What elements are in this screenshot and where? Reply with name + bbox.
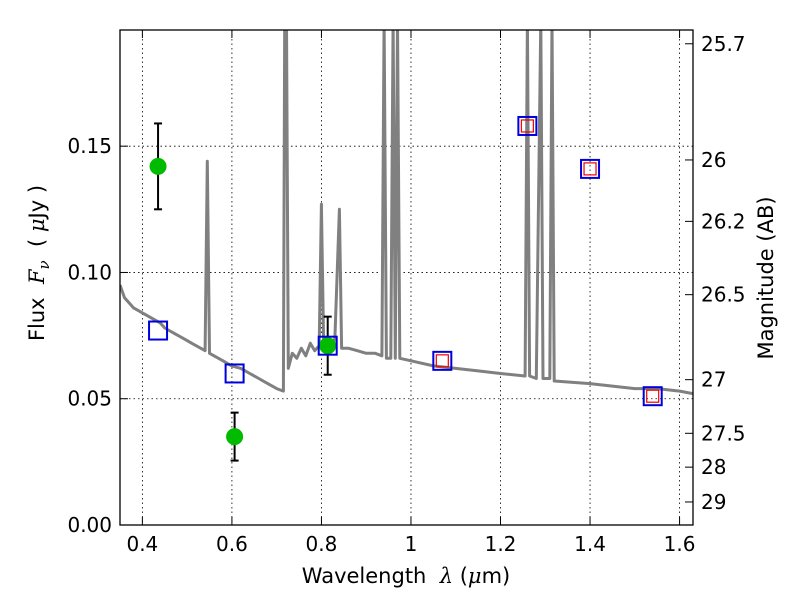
x-ticks: 0.4 0.6 0.8 1 1.2 1.4 1.6 xyxy=(126,30,695,556)
model-band-square xyxy=(517,115,538,136)
alt-band-square xyxy=(583,162,597,176)
x-tick-label: 1.6 xyxy=(664,532,696,556)
x-tick-label: 0.8 xyxy=(306,532,338,556)
alt-band-square xyxy=(646,389,660,403)
x-tick-label: 1.4 xyxy=(574,532,606,556)
y-axis-title: Flux Fν ( μJy ) xyxy=(25,185,53,341)
y2-tick-label: 26.2 xyxy=(701,209,746,233)
y-tick-label: 0.00 xyxy=(67,513,112,537)
x-tick-label: 1 xyxy=(405,532,418,556)
model-band-square xyxy=(432,350,453,371)
observed-point xyxy=(149,157,167,175)
spectrum-line-layer xyxy=(120,30,693,396)
y2-tick-label: 25.7 xyxy=(701,32,746,56)
observed-point xyxy=(226,428,244,446)
model-band-square xyxy=(642,386,663,407)
y2-tick-label: 27.5 xyxy=(701,421,746,445)
observed-point xyxy=(319,337,337,355)
y-tick-label: 0.05 xyxy=(67,387,112,411)
y-ticks: 0.00 0.05 0.10 0.15 xyxy=(67,134,128,537)
model-band-square xyxy=(580,158,601,179)
y2-ticks: 25.7 26 26.2 26.5 27 27.5 28 29 xyxy=(685,32,746,514)
y2-tick-label: 28 xyxy=(701,455,726,479)
y2-tick-label: 29 xyxy=(701,490,726,514)
y2-tick-label: 27 xyxy=(701,368,726,392)
y2-tick-label: 26.5 xyxy=(701,283,746,307)
y-tick-label: 0.10 xyxy=(67,260,112,284)
y2-axis-title: Magnitude (AB) xyxy=(754,196,778,359)
y-tick-label: 0.15 xyxy=(67,134,112,158)
x-tick-label: 0.6 xyxy=(216,532,248,556)
alt-band-square xyxy=(520,119,534,133)
x-tick-label: 0.4 xyxy=(126,532,158,556)
x-tick-label: 1.2 xyxy=(485,532,517,556)
model-band-square xyxy=(148,320,169,341)
x-axis-title: Wavelength λ (μm) xyxy=(302,564,510,588)
model-band-square xyxy=(224,363,245,384)
markers-layer xyxy=(148,115,663,462)
alt-band-square xyxy=(435,354,449,368)
y2-tick-label: 26 xyxy=(701,148,726,172)
plot-frame xyxy=(119,29,694,526)
spectrum-line xyxy=(120,30,693,396)
model-band-square xyxy=(317,335,338,356)
